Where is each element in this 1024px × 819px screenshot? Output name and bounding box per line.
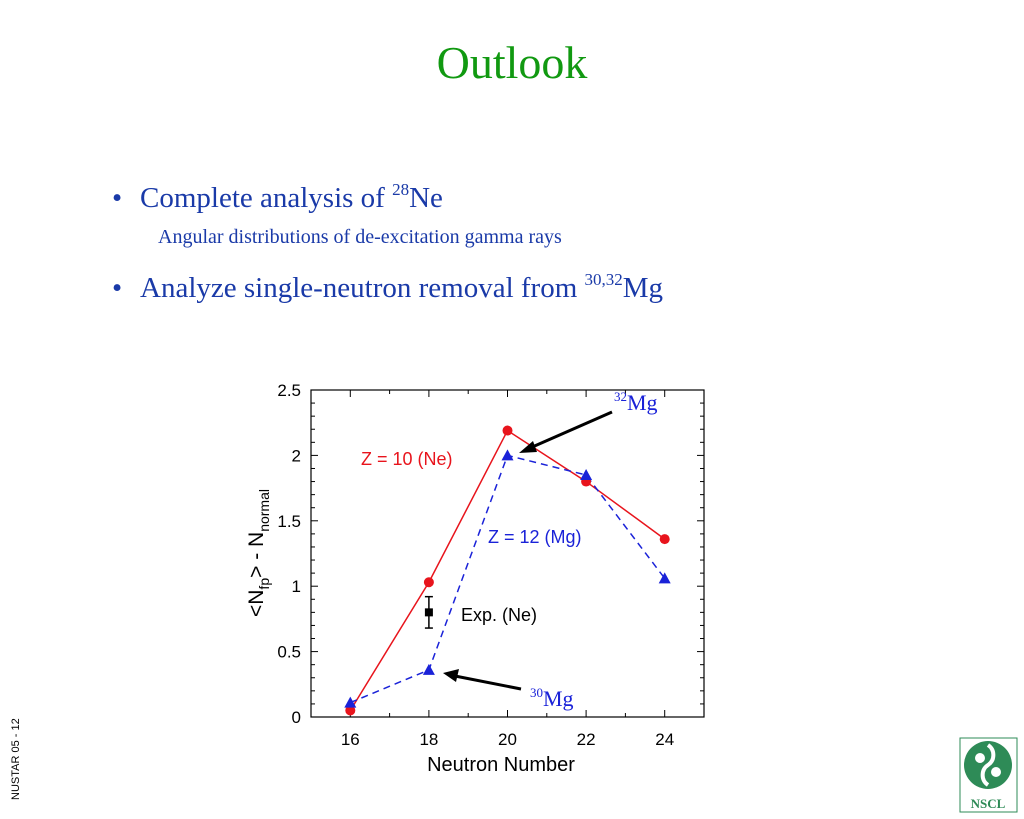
data-point-triangle: [422, 663, 435, 675]
y-label-sub: normal: [256, 489, 272, 532]
arrow-30mg-head: [443, 669, 459, 682]
nscl-logo-dot: [991, 767, 1001, 777]
x-tick-label: 20: [498, 730, 517, 749]
annotation-30mg-sup: 30: [530, 685, 543, 700]
bullet-element: Ne: [409, 182, 443, 214]
bullet-text: Analyze single-neutron removal from: [140, 272, 585, 304]
series-line-0: [349, 429, 666, 711]
x-tick-label: 18: [419, 730, 438, 749]
y-tick-label: 2.5: [277, 381, 301, 400]
data-point-triangle: [501, 449, 514, 461]
y-tick-label: 2: [292, 446, 301, 465]
bullet-dot: •: [112, 182, 123, 214]
sub-bullet: Angular distributions of de-excitation g…: [158, 226, 562, 248]
y-label-part: > - N: [245, 532, 268, 578]
annotation-32mg-sup: 32: [614, 389, 627, 404]
x-tick-label: 22: [577, 730, 596, 749]
arrow-32mg-shaft: [529, 410, 613, 450]
arrow-32mg: [519, 410, 613, 453]
annotation-30mg-text: Mg: [543, 686, 574, 711]
annotation-30mg: 30Mg: [530, 685, 574, 711]
legend-mg: Z = 12 (Mg): [488, 527, 582, 547]
data-point-circle: [345, 705, 356, 716]
y-axis-label: <Nfp> - Nnormal: [245, 489, 272, 617]
nscl-logo-text: NSCL: [971, 796, 1006, 811]
bullet-complete-analysis: • Complete analysis of 28Ne: [112, 180, 443, 215]
arrow-32mg-head: [519, 441, 537, 453]
data-point-triangle: [580, 469, 593, 481]
annotation-32mg: 32Mg: [614, 389, 658, 415]
series-line-1: [350, 454, 666, 704]
slide-title: Outlook: [436, 37, 588, 88]
nscl-logo-swirl: [980, 743, 996, 787]
data-point-circle: [659, 534, 670, 545]
data-point-circle: [502, 425, 513, 436]
x-tick-label: 24: [655, 730, 674, 749]
legend-ne: Z = 10 (Ne): [361, 449, 453, 469]
data-point-triangle: [658, 572, 671, 584]
annotation-32mg-text: Mg: [627, 390, 658, 415]
y-label-sub: fp: [256, 578, 272, 590]
x-axis-label: Neutron Number: [427, 754, 575, 776]
y-tick-label: 0: [292, 708, 301, 727]
arrow-30mg: [443, 669, 522, 691]
nscl-logo: NSCL: [959, 737, 1018, 813]
bullet-superscript: 30,32: [584, 270, 623, 289]
bullet-dot: •: [112, 272, 123, 304]
y-tick-label: 1.5: [277, 512, 301, 531]
bullet-element: Mg: [622, 272, 664, 304]
nscl-logo-dot: [975, 753, 985, 763]
bullet-single-neutron-removal: • Analyze single-neutron removal from 30,…: [112, 270, 663, 305]
y-tick-label: 1: [292, 577, 301, 596]
data-point-triangle: [344, 696, 357, 708]
y-label-part: <N: [245, 590, 268, 617]
experiment-point: [424, 595, 433, 629]
legend-exp: Exp. (Ne): [461, 605, 537, 625]
arrow-30mg-shaft: [454, 674, 522, 691]
x-tick-label: 16: [341, 730, 360, 749]
experiment-marker: [424, 608, 433, 617]
y-tick-label: 0.5: [277, 643, 301, 662]
bullet-text: Complete analysis of: [140, 182, 393, 214]
data-point-circle: [423, 577, 434, 588]
bullet-superscript: 28: [392, 180, 410, 199]
